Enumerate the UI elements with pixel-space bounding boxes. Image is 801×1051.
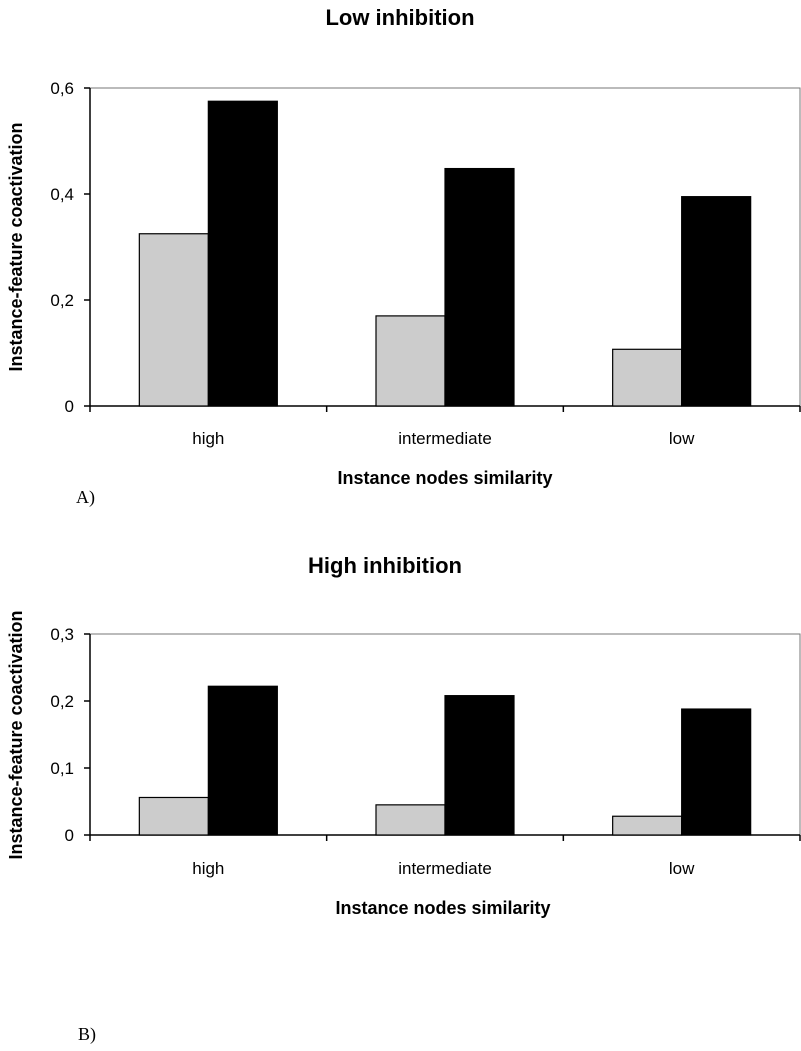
chart-title: Low inhibition [325,5,474,30]
y-tick-label: 0,4 [50,185,74,204]
chart-low-inhibition: Low inhibition 0 0,2 0,4 0,6 high intermediat… [6,5,801,508]
x-tick-label: low [669,429,695,448]
bar [207,685,278,836]
y-tick-label: 0,2 [50,692,74,711]
bar [681,708,752,836]
bar [375,315,446,407]
x-tick-label: high [192,429,224,448]
x-axis-title: Instance nodes similarity [337,468,552,488]
y-tick-label: 0 [65,826,74,845]
x-tick-label: low [669,859,695,878]
panel-label: B) [78,1024,96,1045]
y-tick-label: 0,2 [50,291,74,310]
y-tick-label: 0 [65,397,74,416]
y-tick-label: 0,1 [50,759,74,778]
bar [207,100,278,407]
bar [138,233,209,407]
bar [444,695,515,836]
bar [681,196,752,407]
x-tick-label: intermediate [398,859,492,878]
y-axis-title: Instance-feature coactivation [6,122,26,371]
bar [612,815,683,836]
bar [138,796,209,836]
chart-marks: 0 0,1 0,2 0,3 high intermediate low [50,625,801,878]
bar [375,804,446,836]
bar [612,348,683,407]
chart-high-inhibition: High inhibition 0 0,1 0,2 0,3 high intermedia… [6,553,801,1045]
bar [444,167,515,407]
y-tick-label: 0,3 [50,625,74,644]
x-tick-label: high [192,859,224,878]
panel-label: A) [76,487,95,508]
y-tick-label: 0,6 [50,79,74,98]
x-tick-label: intermediate [398,429,492,448]
chart-title: High inhibition [308,553,462,578]
chart-marks: 0 0,2 0,4 0,6 high intermediate low [50,79,801,448]
x-axis-title: Instance nodes similarity [335,898,550,918]
y-axis-title: Instance-feature coactivation [6,610,26,859]
